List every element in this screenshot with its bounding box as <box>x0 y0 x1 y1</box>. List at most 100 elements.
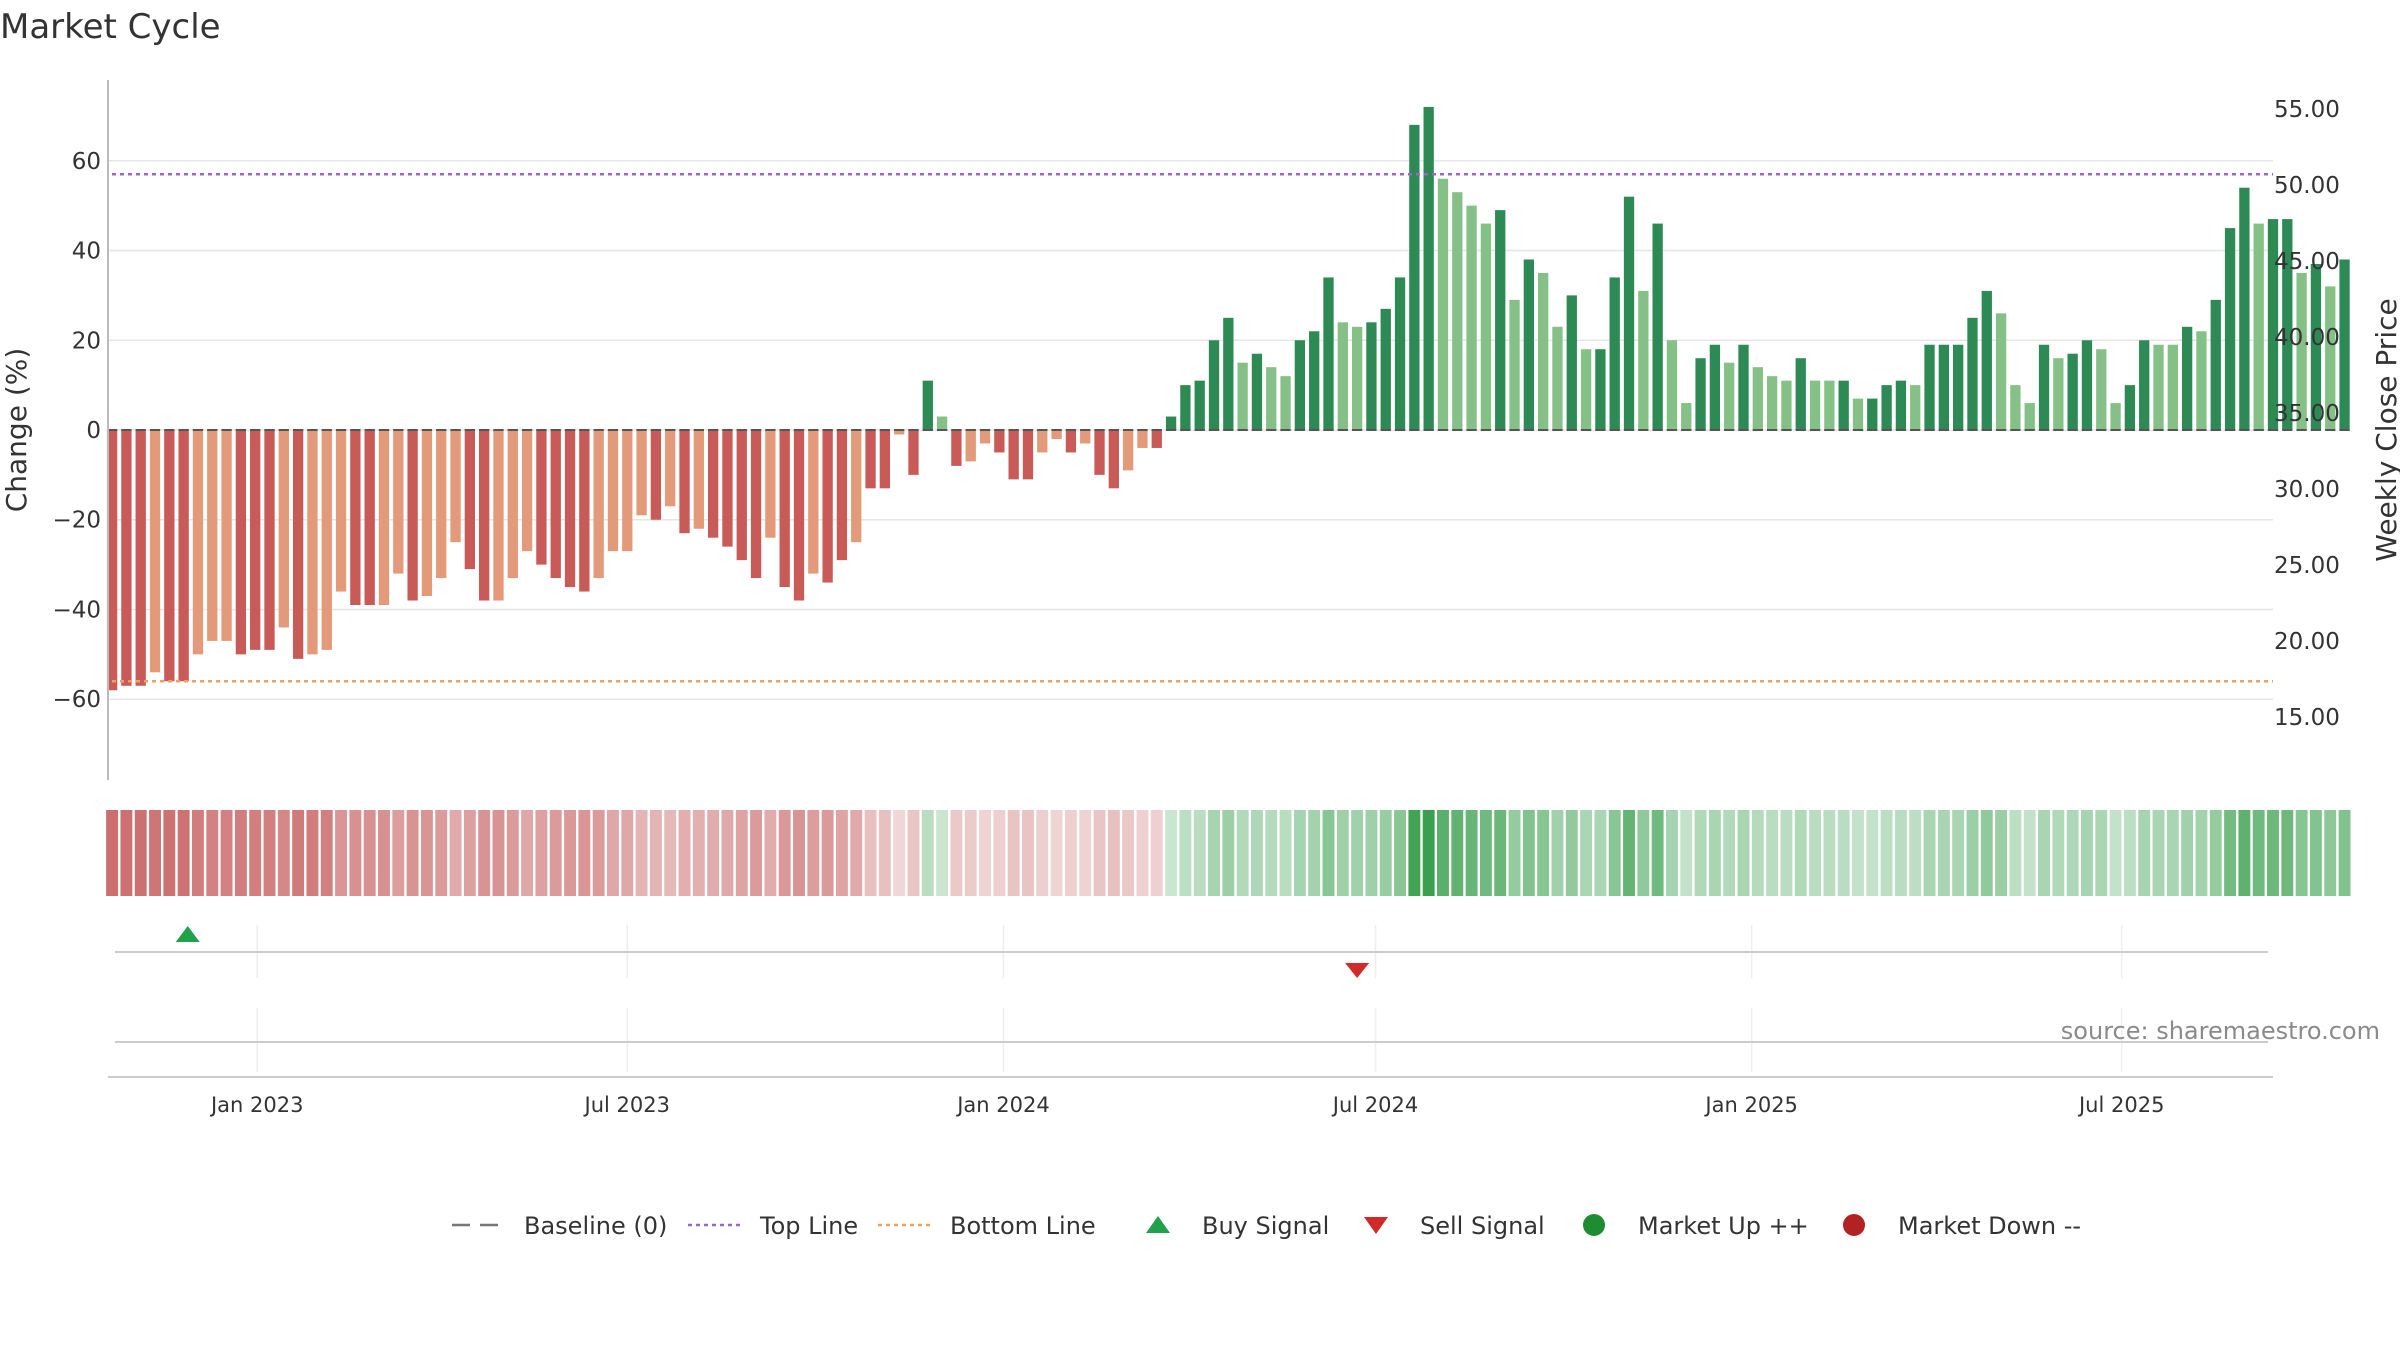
heat-cell <box>964 810 977 896</box>
change-bar <box>851 430 862 543</box>
heat-cell <box>1064 810 1077 896</box>
x-tick-label: Jan 2024 <box>955 1093 1050 1117</box>
heat-cell <box>1737 810 1750 896</box>
reference-lines <box>112 172 2273 683</box>
heat-cell <box>1293 810 1306 896</box>
heat-cell <box>1866 810 1879 896</box>
change-bar <box>722 430 733 547</box>
change-bar <box>1938 344 1950 430</box>
change-bar <box>1795 358 1806 430</box>
legend-swatch-buy <box>1146 1216 1170 1233</box>
heat-cell <box>1565 810 1578 896</box>
y2-tick-label: 55.00 <box>2274 97 2340 123</box>
change-bar <box>2239 187 2250 430</box>
change-bar <box>2253 223 2264 430</box>
chart-title: Market Cycle <box>0 7 221 47</box>
change-bar <box>1194 380 1205 430</box>
change-bar <box>1623 196 1635 430</box>
heat-cell <box>2209 810 2222 896</box>
heat-cell <box>1880 810 1893 896</box>
change-bar <box>2196 331 2207 430</box>
heat-cell <box>821 810 834 896</box>
heat-cell <box>220 810 233 896</box>
change-bar <box>1337 322 1348 430</box>
x-axis: Jan 2023 Jul 2023 Jan 2024 Jul 2024 Jan 2025… <box>108 1076 2273 1117</box>
heat-cell <box>149 810 161 896</box>
change-bar <box>894 430 905 435</box>
heat-cell <box>506 810 519 896</box>
heat-cell <box>1608 810 1621 896</box>
change-bar <box>2167 344 2178 430</box>
heat-cell <box>2309 810 2322 896</box>
change-bar <box>564 430 576 588</box>
change-bar <box>278 430 289 628</box>
heat-cell <box>1780 810 1793 896</box>
change-bar <box>493 430 504 601</box>
change-bar <box>2267 219 2279 430</box>
change-bar <box>836 430 848 561</box>
change-bar <box>750 430 762 579</box>
heat-cell <box>392 810 405 896</box>
change-bar <box>1666 340 1678 430</box>
change-bar <box>1394 277 1406 430</box>
change-bar <box>2067 353 2078 430</box>
change-bar <box>1223 317 1234 430</box>
y2-tick-label: 50.00 <box>2274 173 2340 199</box>
y2-axis-title: Weekly Close Price <box>2370 298 2400 561</box>
change-bar <box>2024 403 2035 430</box>
y2-tick-label: 25.00 <box>2274 553 2340 579</box>
x-tick-label: Jul 2025 <box>2077 1093 2164 1117</box>
heat-cell <box>192 810 204 896</box>
change-bar <box>2110 403 2121 430</box>
change-bar <box>1981 290 1992 430</box>
heat-cell <box>1823 810 1836 896</box>
change-bar <box>464 430 476 570</box>
heat-cell <box>1222 810 1235 896</box>
change-bar <box>1351 326 1363 430</box>
change-bar <box>879 430 891 489</box>
heat-cell <box>2052 810 2065 896</box>
change-bar <box>1652 223 1663 430</box>
change-bar <box>135 430 146 686</box>
change-bar <box>1695 358 1706 430</box>
x-tick-label: Jul 2024 <box>1331 1093 1418 1117</box>
heat-cell <box>993 810 1006 896</box>
change-bar <box>1595 349 1606 430</box>
change-bar <box>2310 263 2322 430</box>
change-bar <box>936 416 948 430</box>
change-bar <box>1022 430 1034 480</box>
change-bar <box>1824 380 1835 430</box>
change-bar <box>2296 272 2307 430</box>
change-bar <box>1237 362 1248 430</box>
legend: Baseline (0) Top Line Bottom Line Buy Signa… <box>452 1212 2081 1240</box>
heat-cell <box>2252 810 2265 896</box>
change-bar <box>1094 430 1105 475</box>
heat-cell <box>1651 810 1664 896</box>
change-bar <box>865 430 876 489</box>
heat-cell <box>1494 810 1507 896</box>
heat-cell <box>1666 810 1678 896</box>
change-bar <box>1323 277 1334 430</box>
heat-cell <box>1208 810 1220 896</box>
heat-cell <box>907 810 920 896</box>
change-bar <box>822 430 833 583</box>
change-bar <box>1423 106 1434 430</box>
change-bar <box>292 430 304 659</box>
heat-cell <box>2009 810 2022 896</box>
change-bar <box>264 430 275 650</box>
heat-cell <box>678 810 691 896</box>
y-tick-label: 0 <box>86 418 101 444</box>
heat-cell <box>1980 810 1993 896</box>
change-bar <box>235 430 247 655</box>
heat-cell <box>263 810 276 896</box>
heat-cell <box>1723 810 1736 896</box>
heat-cell <box>721 810 734 896</box>
heat-cell <box>793 810 805 896</box>
heat-cell <box>535 810 548 896</box>
legend-label: Top Line <box>759 1212 858 1240</box>
change-bar <box>765 430 776 538</box>
change-bar <box>994 430 1005 453</box>
heat-cell <box>2081 810 2093 896</box>
change-bar <box>192 430 204 655</box>
